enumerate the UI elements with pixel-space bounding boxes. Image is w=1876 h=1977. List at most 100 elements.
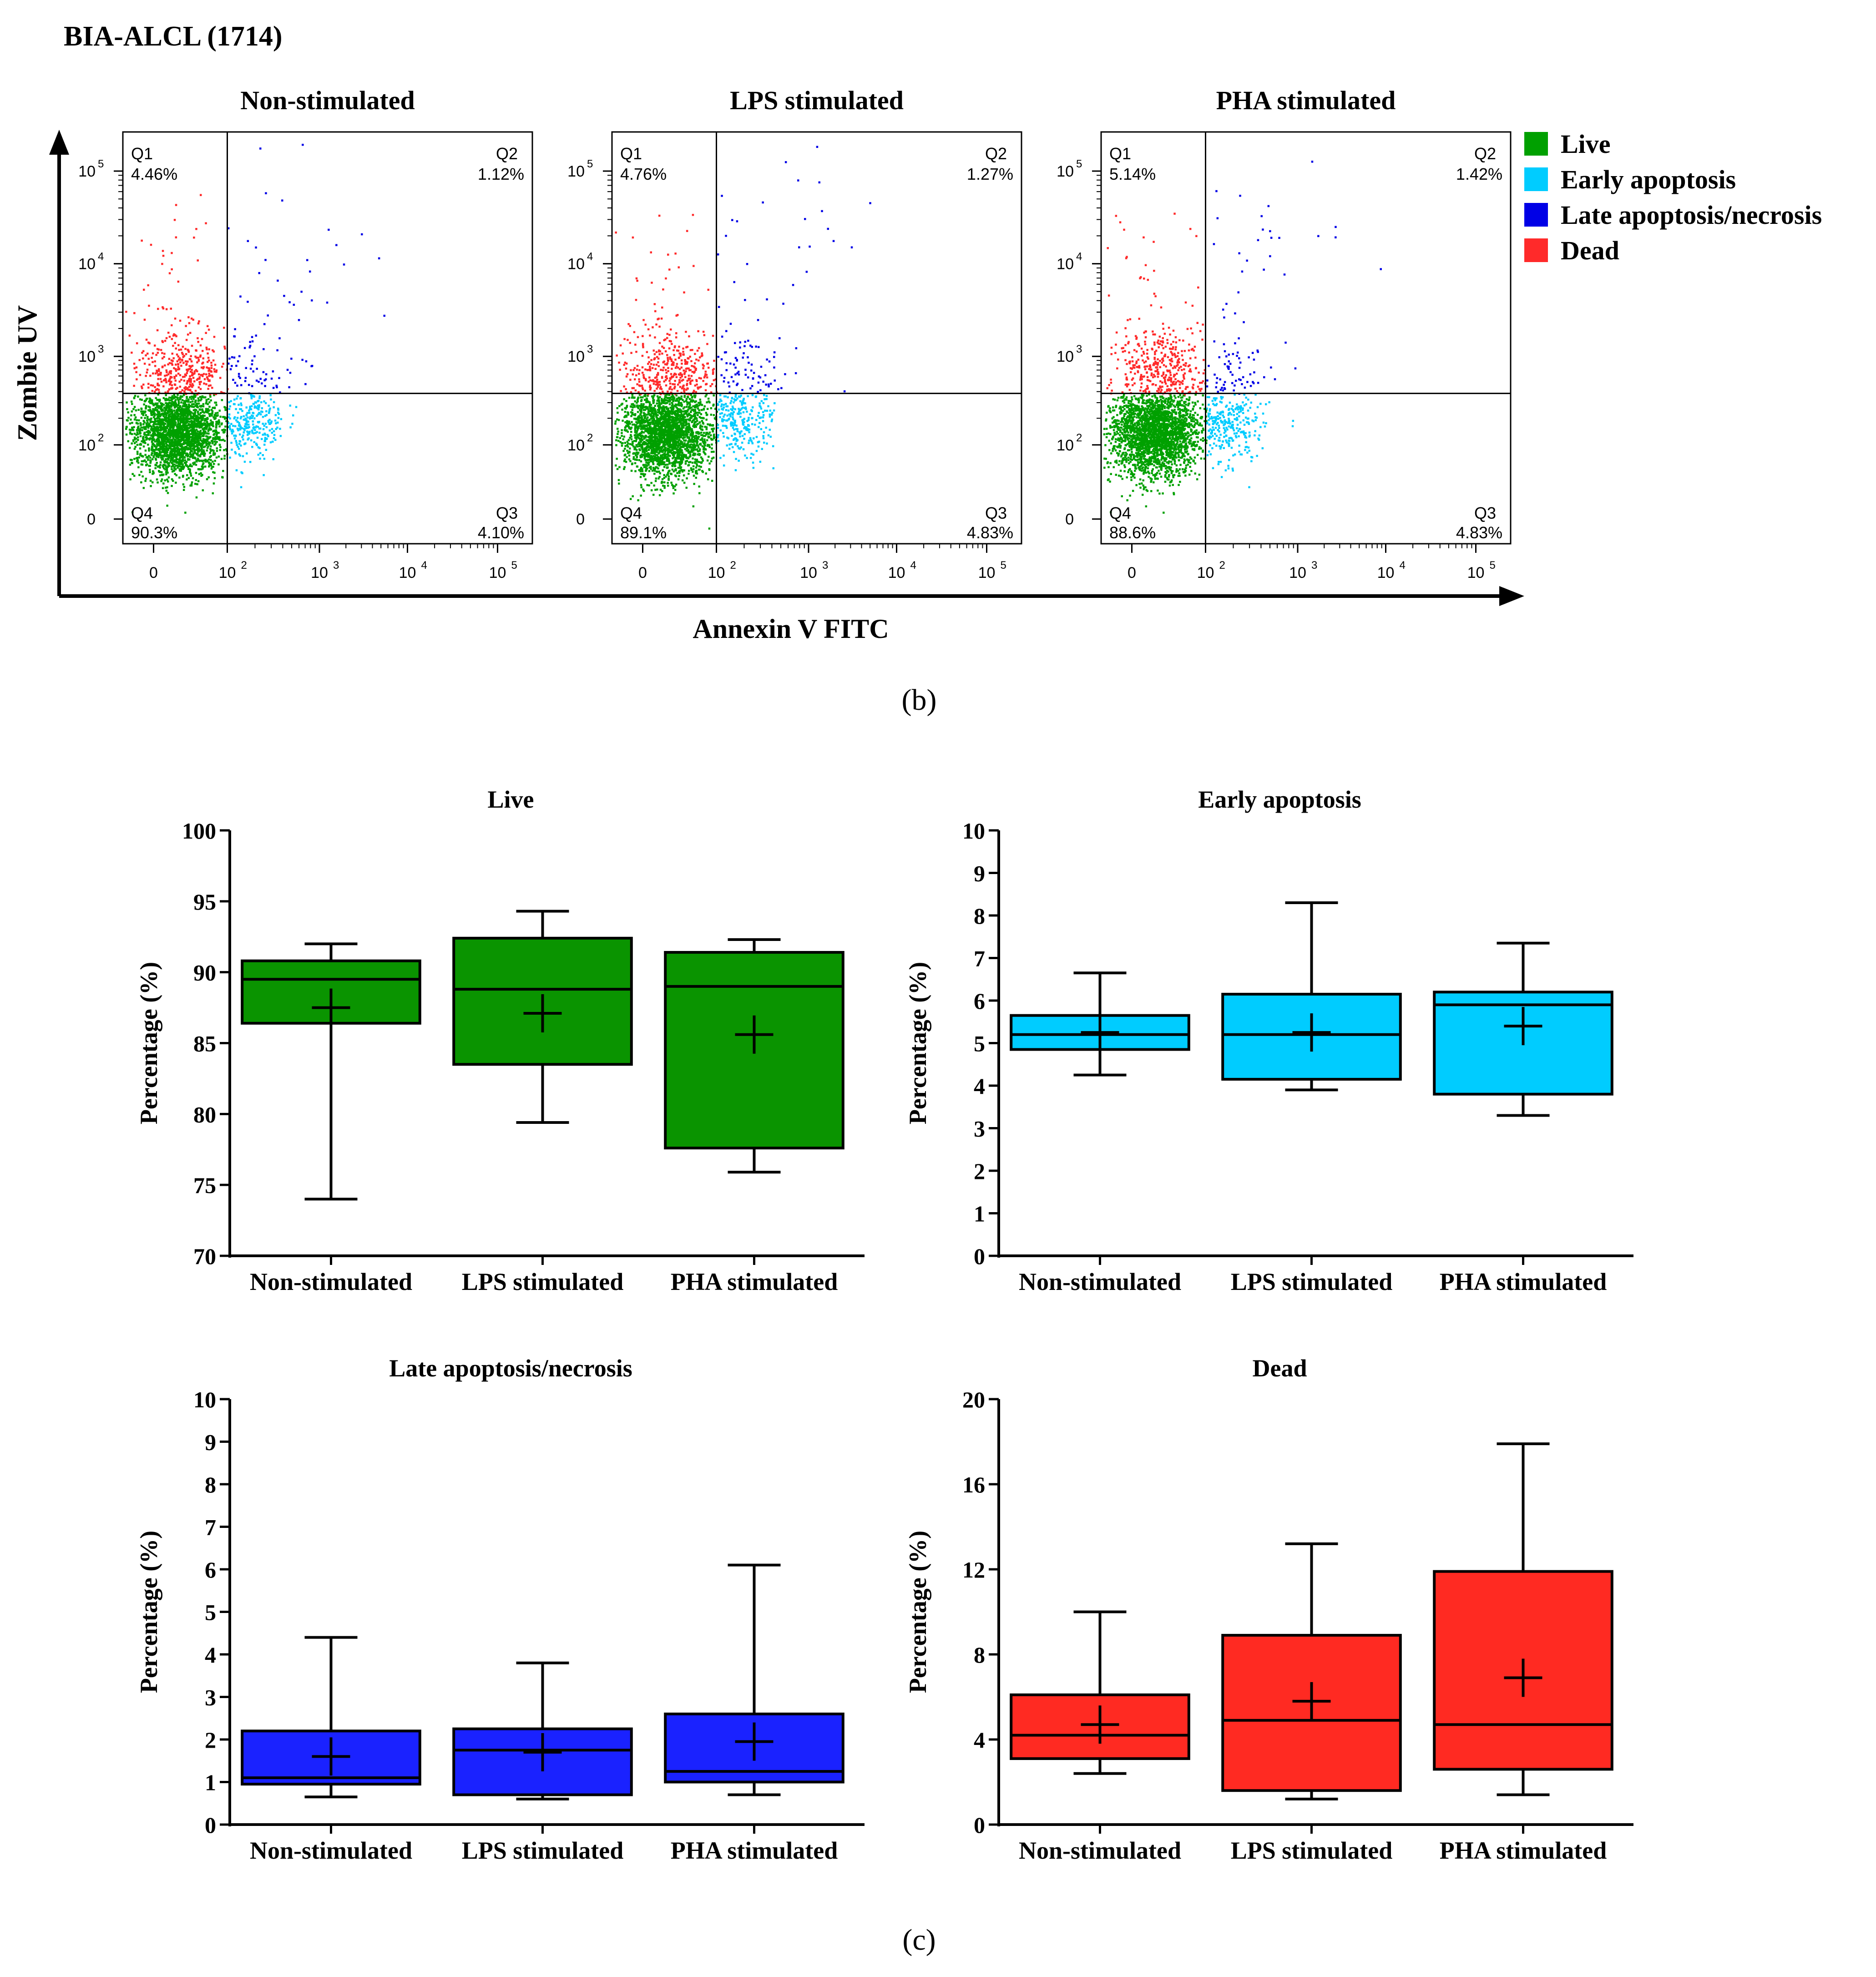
x-tick-exponent: 2 [241,559,247,571]
y-tick-label: 3 [205,1685,216,1710]
y-tick-label: 2 [974,1158,985,1184]
y-tick-exponent: 5 [98,158,104,170]
q1-value: 4.76% [620,165,667,183]
y-tick-label: 70 [193,1244,216,1269]
y-tick-label: 1 [974,1201,985,1227]
y-tick-label: 8 [974,903,985,929]
x-tick-label: 10 [708,564,725,581]
y-tick-label: 9 [974,861,985,886]
flow-dots [1103,161,1382,514]
chart-title: Early apoptosis [1198,786,1361,813]
y-tick-label: 10 [567,256,585,273]
y-tick-exponent: 2 [1076,432,1082,444]
y-tick-label: 0 [205,1812,216,1838]
box-3: PHA stimulated [1433,1442,1613,1864]
y-tick-label: 20 [962,1387,985,1412]
panel-b-axes [49,130,1524,606]
figure-title: BIA-ALCL (1714) [64,21,283,52]
q3-name: Q3 [496,504,518,522]
q4-value: 88.6% [1109,523,1156,542]
y-tick-label: 3 [974,1116,985,1142]
box-2: LPS stimulated [1221,901,1402,1295]
box-chart-1: Live Percentage (%) 70 75 80 85 90 95 100 Non-sti… [135,786,865,1295]
category-label: Non-stimulated [1019,1268,1181,1295]
y-tick-label: 0 [974,1812,985,1838]
x-tick-exponent: 4 [421,559,427,571]
q3-value: 4.83% [1456,523,1502,542]
y-tick-label: 10 [567,437,585,454]
q1-value: 4.46% [131,165,177,183]
y-tick-label: 16 [962,1472,985,1497]
legend-swatch [1524,167,1548,191]
x-tick-exponent: 3 [333,559,339,571]
box-2: LPS stimulated [452,1661,633,1864]
y-tick-exponent: 5 [587,158,593,170]
x-tick-label: 10 [888,564,905,581]
q1-name: Q1 [1109,144,1131,163]
x-tick-exponent: 5 [511,559,517,571]
x-tick-exponent: 2 [730,559,736,571]
y-axis-label: Percentage (%) [135,962,162,1124]
q3-value: 4.10% [478,523,524,542]
y-tick-label: 7 [974,946,985,971]
x-tick-label: 10 [800,564,817,581]
y-tick-label: 4 [205,1642,216,1668]
box-1: Non-stimulated [241,942,421,1295]
panel-b-label: (b) [902,683,937,717]
category-label: Non-stimulated [1019,1837,1181,1864]
y-tick-label: 10 [78,437,96,454]
y-tick-label: 0 [1065,511,1074,528]
y-axis-label: Percentage (%) [904,1531,931,1693]
x-tick-label: 10 [1467,564,1485,581]
y-tick-label: 10 [567,163,585,180]
legend-swatch [1524,132,1548,156]
y-tick-label: 5 [205,1600,216,1625]
legend-swatch [1524,203,1548,227]
x-tick-label: 10 [978,564,996,581]
x-tick-label: 10 [399,564,416,581]
y-tick-label: 10 [78,163,96,180]
y-tick-exponent: 4 [587,251,593,263]
y-tick-label: 95 [193,889,216,915]
legend-swatch [1524,238,1548,262]
x-tick-label: 10 [1197,564,1214,581]
q2-value: 1.42% [1456,165,1502,183]
flow-plot-title: Non-stimulated [240,86,415,115]
panel-b-xlabel: Annexin V FITC [693,614,889,644]
y-tick-label: 100 [182,818,216,844]
panel-c-label: (c) [902,1923,935,1957]
y-tick-label: 85 [193,1031,216,1057]
x-tick-exponent: 5 [1001,559,1006,571]
y-tick-label: 8 [974,1642,985,1668]
legend-label: Live [1561,129,1611,159]
flow-plot-frame [122,131,533,545]
q4-name: Q4 [131,504,153,522]
q3-name: Q3 [985,504,1007,522]
category-label: LPS stimulated [1231,1837,1393,1864]
x-tick-label: 10 [311,564,328,581]
y-tick-label: 6 [974,988,985,1014]
category-label: Non-stimulated [250,1837,412,1864]
y-tick-label: 4 [974,1727,985,1753]
legend-label: Early apoptosis [1561,165,1736,194]
chart-title: Late apoptosis/necrosis [389,1355,632,1382]
y-tick-label: 6 [205,1557,216,1583]
x-tick-label: 0 [1128,564,1136,581]
flow-plots: Non-stimulatedQ14.46%Q21.12%Q490.3%Q34.1… [78,86,1512,581]
category-label: PHA stimulated [671,1837,838,1864]
q4-value: 90.3% [131,523,177,542]
flow-dots [125,144,385,514]
category-label: Non-stimulated [250,1268,412,1295]
box-3: PHA stimulated [664,1563,844,1864]
y-tick-label: 0 [974,1244,985,1269]
y-tick-exponent: 4 [98,251,104,263]
q2-name: Q2 [496,144,518,163]
y-tick-label: 10 [1057,348,1074,365]
x-tick-exponent: 3 [822,559,828,571]
y-tick-label: 80 [193,1102,216,1127]
box-1: Non-stimulated [1010,971,1190,1295]
panel-b-ylabel: Zombie UV [12,305,42,441]
